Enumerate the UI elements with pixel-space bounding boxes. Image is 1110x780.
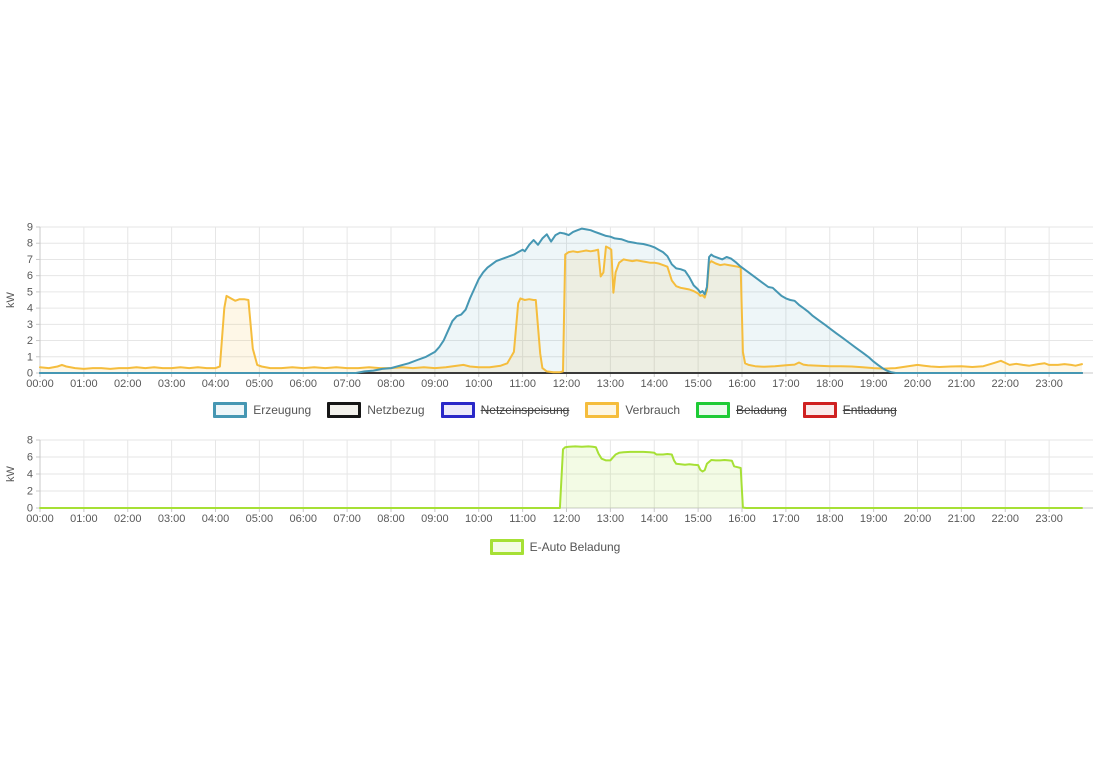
legend-item-erzeugung[interactable]: Erzeugung	[213, 402, 311, 418]
x-tick-label: 13:00	[597, 513, 625, 525]
legend-item-entladung[interactable]: Entladung	[802, 402, 897, 418]
y-tick-label: 4	[27, 303, 33, 315]
legend-label-netzbezug: Netzbezug	[367, 403, 425, 417]
x-tick-label: 01:00	[70, 378, 98, 390]
series-line-verbrauch	[39, 245, 1083, 374]
x-tick-label: 09:00	[421, 378, 449, 390]
x-tick-label: 20:00	[904, 513, 932, 525]
legend-swatch-erzeugung	[213, 402, 248, 418]
y-axis-title: kW	[5, 291, 17, 308]
x-tick-label: 20:00	[904, 378, 932, 390]
y-tick-label: 2	[27, 486, 33, 498]
x-tick-label: 17:00	[772, 378, 800, 390]
x-tick-label: 11:00	[509, 513, 536, 525]
series-line-erzeugung	[39, 227, 1083, 374]
x-tick-label: 07:00	[333, 378, 361, 390]
x-tick-label: 23:00	[1035, 513, 1063, 525]
y-axis-title: kW	[5, 465, 17, 482]
y-tick-label: 7	[27, 254, 33, 266]
x-tick-label: 04:00	[202, 513, 230, 525]
ev-charge-chart[interactable]: 0 2 4 6 8 kW 00:00 01:00 02:00 03:00 04:00 05:00 06:…	[0, 429, 1110, 532]
legend-label-erzeugung: Erzeugung	[253, 403, 312, 417]
y-tick-label: 0	[27, 368, 33, 380]
x-tick-label: 14:00	[640, 513, 668, 525]
legend-item-verbrauch[interactable]: Verbrauch	[585, 402, 680, 418]
x-tick-label: 11:00	[509, 378, 536, 390]
legend-swatch-entladung	[802, 402, 837, 418]
x-tick-label: 14:00	[640, 378, 668, 390]
x-tick-label: 10:00	[465, 378, 493, 390]
x-tick-label: 03:00	[158, 513, 186, 525]
legend-label-entladung: Entladung	[842, 403, 897, 417]
x-tick-label: 00:00	[26, 513, 54, 525]
legend-swatch-e-auto-beladung	[489, 539, 524, 555]
y-tick-label: 4	[27, 469, 33, 481]
x-tick-label: 02:00	[114, 378, 142, 390]
legend-label-beladung: Beladung	[736, 403, 787, 417]
legend-item-netzbezug[interactable]: Netzbezug	[327, 402, 425, 418]
x-tick-label: 05:00	[246, 513, 274, 525]
x-tick-label: 10:00	[465, 513, 493, 525]
legend-label-verbrauch: Verbrauch	[625, 403, 681, 417]
y-tick-label: 8	[27, 435, 33, 447]
x-tick-label: 06:00	[289, 378, 317, 390]
series-line-e-auto-beladung	[39, 445, 1083, 509]
legend-item-netzeinspeisung[interactable]: Netzeinspeisung	[440, 402, 570, 418]
x-tick-label: 09:00	[421, 513, 449, 525]
x-tick-label: 12:00	[553, 378, 581, 390]
x-tick-label: 05:00	[246, 378, 274, 390]
x-tick-label: 23:00	[1035, 378, 1063, 390]
x-tick-label: 04:00	[202, 378, 230, 390]
x-tick-label: 00:00	[26, 378, 54, 390]
y-tick-label: 3	[27, 319, 33, 331]
y-tick-label: 6	[27, 270, 33, 282]
legend-swatch-netzeinspeisung	[440, 402, 475, 418]
y-tick-label: 6	[27, 452, 33, 464]
y-tick-label: 8	[27, 238, 33, 250]
x-tick-label: 08:00	[377, 513, 405, 525]
x-tick-label: 19:00	[860, 513, 888, 525]
y-tick-label: 5	[27, 286, 33, 298]
x-tick-label: 21:00	[948, 513, 976, 525]
x-tick-label: 15:00	[684, 513, 712, 525]
x-tick-label: 16:00	[728, 513, 756, 525]
y-tick-label: 0	[27, 503, 33, 515]
x-tick-label: 22:00	[991, 378, 1019, 390]
ev-charge-chart-legend: E-Auto Beladung	[0, 539, 1110, 555]
x-tick-label: 12:00	[553, 513, 581, 525]
legend-label-e-auto-beladung: E-Auto Beladung	[529, 540, 621, 554]
x-tick-label: 19:00	[860, 378, 888, 390]
y-tick-label: 2	[27, 335, 33, 347]
x-tick-label: 06:00	[289, 513, 317, 525]
power-chart-legend: Erzeugung Netzbezug Netzeinspeisung Verbrau…	[0, 402, 1110, 418]
legend-label-netzeinspeisung: Netzeinspeisung	[480, 403, 570, 417]
power-chart[interactable]: 0 1 2 3 4 5 6 7 8 9 kW 00:00 01:00 02:00 03:00 04:00 05:…	[0, 216, 1110, 396]
x-tick-label: 16:00	[728, 378, 756, 390]
legend-item-beladung[interactable]: Beladung	[696, 402, 787, 418]
x-tick-label: 18:00	[816, 513, 844, 525]
x-tick-label: 17:00	[772, 513, 800, 525]
legend-item-e-auto-beladung[interactable]: E-Auto Beladung	[489, 539, 621, 555]
x-tick-label: 18:00	[816, 378, 844, 390]
x-tick-label: 03:00	[158, 378, 186, 390]
x-tick-label: 08:00	[377, 378, 405, 390]
x-tick-label: 07:00	[333, 513, 361, 525]
y-tick-label: 1	[27, 351, 33, 363]
x-tick-label: 22:00	[991, 513, 1019, 525]
x-tick-label: 13:00	[597, 378, 625, 390]
series-area-erzeugung	[40, 228, 1082, 373]
legend-swatch-beladung	[696, 402, 731, 418]
x-tick-label: 01:00	[70, 513, 98, 525]
x-tick-label: 15:00	[684, 378, 712, 390]
x-tick-label: 21:00	[948, 378, 976, 390]
y-tick-label: 9	[27, 222, 33, 234]
legend-swatch-verbrauch	[585, 402, 620, 418]
legend-swatch-netzbezug	[327, 402, 362, 418]
x-tick-label: 02:00	[114, 513, 142, 525]
